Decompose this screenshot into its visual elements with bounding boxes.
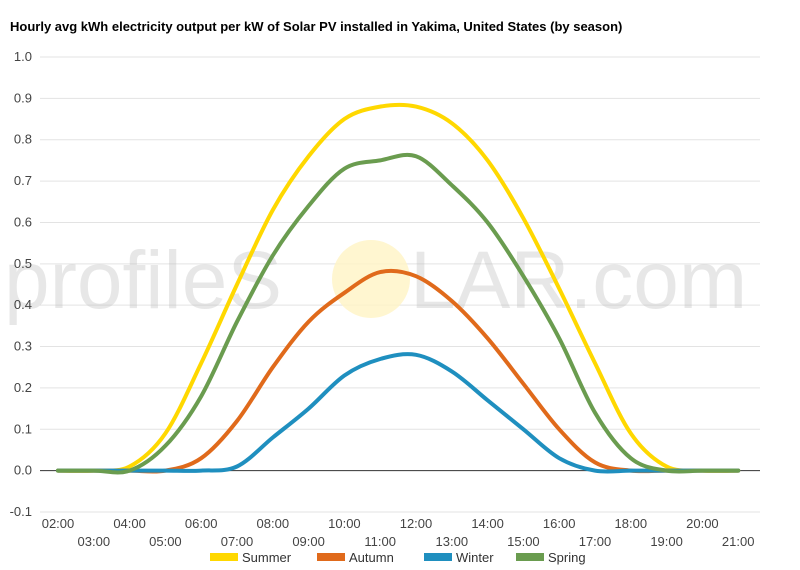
y-tick-label: 0.6 — [14, 214, 32, 229]
x-tick-label: 12:00 — [400, 516, 433, 531]
series-line-summer — [56, 102, 741, 473]
x-tick-label: 19:00 — [650, 534, 683, 549]
y-tick-label: 0.4 — [14, 297, 32, 312]
x-tick-label: 02:00 — [42, 516, 75, 531]
watermark: profileS LAR.com — [4, 235, 747, 326]
x-tick-label: 03:00 — [78, 534, 111, 549]
x-tick-label: 10:00 — [328, 516, 361, 531]
x-tick-label: 11:00 — [364, 534, 396, 549]
x-tick-label: 06:00 — [185, 516, 218, 531]
watermark-suffix: LAR.com — [410, 235, 747, 326]
x-tick-label: 04:00 — [113, 516, 146, 531]
legend-swatch-winter — [424, 553, 452, 561]
x-axis-ticks: 02:0003:0004:0005:0006:0007:0008:0009:00… — [42, 516, 755, 549]
series-line-winter — [56, 352, 741, 474]
series-lines — [56, 102, 741, 475]
x-tick-label: 13:00 — [436, 534, 469, 549]
y-tick-label: 0.8 — [14, 132, 32, 147]
grid-lines — [40, 56, 760, 513]
x-tick-label: 15:00 — [507, 534, 540, 549]
y-tick-label: 0.1 — [14, 421, 32, 436]
legend-label-summer: Summer — [242, 550, 292, 565]
legend-swatch-spring — [516, 553, 544, 561]
legend: Summer Autumn Winter Spring — [210, 550, 586, 565]
y-tick-label: 1.0 — [14, 49, 32, 64]
legend-label-spring: Spring — [548, 550, 586, 565]
x-tick-label: 05:00 — [149, 534, 182, 549]
x-tick-label: 17:00 — [579, 534, 612, 549]
y-tick-label: 0.9 — [14, 90, 32, 105]
x-tick-label: 14:00 — [471, 516, 504, 531]
y-tick-label: -0.1 — [10, 504, 32, 519]
y-tick-label: 0.7 — [14, 173, 32, 188]
x-tick-label: 21:00 — [722, 534, 755, 549]
x-tick-label: 08:00 — [257, 516, 290, 531]
y-axis-ticks: -0.1 0.0 0.1 0.2 0.3 0.4 0.5 0.6 0.7 0.8 0.9 1.0 — [10, 49, 32, 519]
x-tick-label: 20:00 — [686, 516, 719, 531]
x-tick-label: 07:00 — [221, 534, 254, 549]
y-tick-label: 0.5 — [14, 256, 32, 271]
legend-swatch-summer — [210, 553, 238, 561]
y-tick-label: 0.3 — [14, 339, 32, 354]
y-tick-label: 0.2 — [14, 380, 32, 395]
x-tick-label: 16:00 — [543, 516, 576, 531]
x-tick-label: 18:00 — [615, 516, 648, 531]
y-tick-label: 0.0 — [14, 463, 32, 478]
legend-label-winter: Winter — [456, 550, 494, 565]
watermark-prefix: profileS — [4, 235, 282, 326]
x-tick-label: 09:00 — [292, 534, 325, 549]
watermark-sun-icon — [332, 240, 410, 318]
legend-label-autumn: Autumn — [349, 550, 394, 565]
series-line-spring — [56, 152, 741, 475]
chart-title: Hourly avg kWh electricity output per kW… — [10, 19, 623, 34]
legend-swatch-autumn — [317, 553, 345, 561]
